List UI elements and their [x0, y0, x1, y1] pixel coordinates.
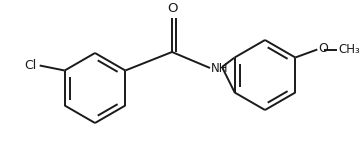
- Text: CH₃: CH₃: [338, 43, 360, 56]
- Text: NH: NH: [211, 63, 229, 75]
- Text: O: O: [167, 2, 177, 15]
- Text: Cl: Cl: [24, 59, 37, 72]
- Text: O: O: [318, 42, 328, 55]
